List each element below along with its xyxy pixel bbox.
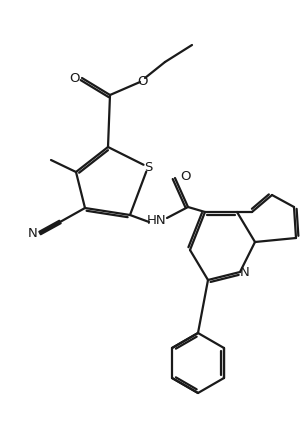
Text: HN: HN: [147, 213, 167, 226]
Text: N: N: [28, 226, 38, 240]
Text: O: O: [180, 170, 190, 182]
Text: O: O: [69, 72, 79, 85]
Text: O: O: [137, 75, 147, 88]
Text: N: N: [240, 266, 250, 279]
Text: S: S: [144, 160, 152, 173]
